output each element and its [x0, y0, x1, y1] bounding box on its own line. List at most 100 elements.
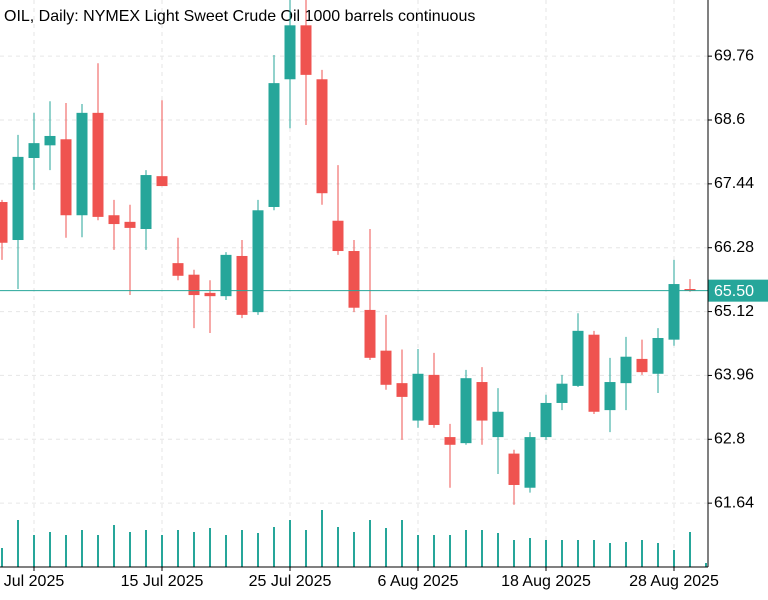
- x-tick-label: 28 Aug 2025: [629, 573, 719, 590]
- volume-bar: [353, 532, 355, 567]
- x-tick-label: 6 Aug 2025: [378, 573, 459, 590]
- candle-body: [92, 112, 104, 217]
- candle-body: [172, 263, 184, 276]
- volume-bar: [689, 532, 691, 567]
- candle-body: [268, 83, 280, 207]
- volume-bar: [497, 533, 499, 567]
- candle-body: [156, 176, 168, 187]
- candle-body: [12, 156, 24, 241]
- candle-body: [492, 411, 504, 438]
- volume-bar: [97, 535, 99, 567]
- candle-body: [524, 437, 536, 488]
- volume-bar: [513, 540, 515, 567]
- volume-bar: [545, 540, 547, 567]
- volume-bar: [321, 510, 323, 567]
- last-price-label: 65.50: [714, 283, 754, 300]
- candle-body: [588, 334, 600, 412]
- candle-body: [460, 378, 472, 444]
- volume-bar: [49, 532, 51, 567]
- volume-bar: [129, 532, 131, 567]
- volume-bar: [449, 535, 451, 567]
- volume-bar: [241, 530, 243, 567]
- candle-body: [380, 350, 392, 385]
- candle-body: [44, 135, 56, 146]
- volume-bar: [641, 540, 643, 567]
- candle-body: [444, 437, 456, 445]
- volume-bar: [257, 533, 259, 567]
- candle-body: [684, 289, 696, 291]
- volume-bar: [145, 530, 147, 567]
- candle-body: [300, 25, 312, 75]
- volume-bar: [657, 543, 659, 567]
- candle-body: [428, 374, 440, 425]
- candle-body: [540, 402, 552, 438]
- candle-body: [636, 358, 648, 373]
- y-tick-label: 65.12: [714, 303, 754, 320]
- volume-bar: [705, 563, 707, 567]
- candle-body: [396, 383, 408, 397]
- volume-bar: [417, 535, 419, 567]
- candle-body: [508, 453, 520, 485]
- candle-body: [76, 112, 88, 216]
- candle-body: [140, 175, 152, 230]
- candle-body: [556, 383, 568, 403]
- candle-body: [332, 220, 344, 252]
- candle-body: [252, 210, 264, 313]
- volume-bar: [17, 520, 19, 567]
- candle-body: [476, 382, 488, 421]
- volume-bar: [193, 532, 195, 567]
- volume-bar: [577, 540, 579, 567]
- candle-body: [572, 330, 584, 386]
- y-tick-label: 62.8: [714, 431, 745, 448]
- candle-body: [220, 254, 232, 297]
- x-tick-label: 15 Jul 2025: [121, 573, 204, 590]
- y-tick-label: 68.6: [714, 111, 745, 128]
- y-tick-label: 61.64: [714, 494, 754, 511]
- volume-bar: [209, 528, 211, 567]
- candle-body: [348, 251, 360, 308]
- volume-bar: [529, 538, 531, 567]
- volume-bar: [177, 530, 179, 567]
- candle-body: [316, 79, 328, 194]
- volume-bar: [113, 525, 115, 567]
- candle-body: [204, 292, 216, 297]
- volume-bar: [385, 528, 387, 567]
- candle-body: [668, 284, 680, 340]
- volume-bar: [33, 535, 35, 567]
- volume-bar: [593, 540, 595, 567]
- x-tick-label: 25 Jul 2025: [249, 573, 332, 590]
- volume-bar: [161, 535, 163, 567]
- y-tick-label: 69.76: [714, 47, 754, 64]
- candle-body: [0, 202, 8, 243]
- candle-body: [108, 215, 120, 225]
- volume-bar: [225, 535, 227, 567]
- candle-body: [620, 356, 632, 384]
- volume-bar: [65, 535, 67, 567]
- volume-bar: [369, 520, 371, 567]
- last-price-box: [708, 279, 768, 302]
- candle-body: [28, 143, 40, 158]
- volume-bar: [673, 550, 675, 567]
- x-tick-label: 18 Aug 2025: [501, 573, 591, 590]
- candle-body: [364, 309, 376, 358]
- candle-body: [60, 139, 72, 216]
- volume-bar: [289, 520, 291, 567]
- volume-bar: [81, 530, 83, 567]
- candle-body: [412, 373, 424, 421]
- volume-bar: [433, 535, 435, 567]
- candle-body: [124, 221, 136, 228]
- volume-bar: [273, 527, 275, 567]
- volume-bar: [609, 543, 611, 567]
- candle-body: [604, 382, 616, 411]
- volume-bar: [481, 530, 483, 567]
- volume-bar: [305, 530, 307, 567]
- candle-body: [284, 25, 296, 80]
- candle-body: [188, 274, 200, 296]
- volume-bar: [1, 548, 3, 567]
- chart-title: OIL, Daily: NYMEX Light Sweet Crude Oil …: [4, 8, 475, 25]
- y-tick-label: 66.28: [714, 239, 754, 256]
- y-tick-label: 63.96: [714, 367, 754, 384]
- volume-bar: [625, 542, 627, 567]
- volume-bar: [561, 540, 563, 567]
